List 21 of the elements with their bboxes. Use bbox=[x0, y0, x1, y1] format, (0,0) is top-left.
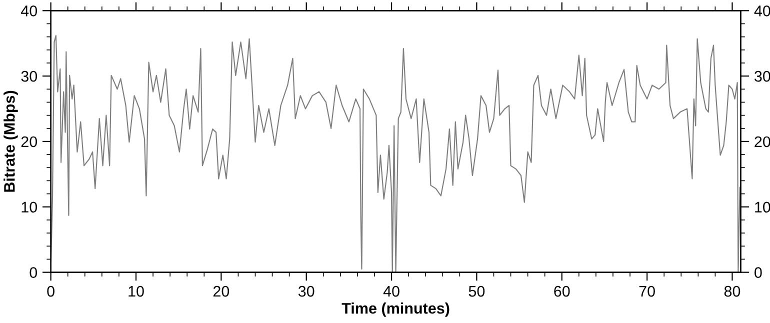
x-tick-label: 60 bbox=[554, 286, 570, 297]
y2-tick-label: 30 bbox=[754, 70, 770, 82]
y2-tick-label: 20 bbox=[754, 136, 770, 148]
x-axis-title: Time (minutes) bbox=[342, 302, 450, 317]
x-tick-label: 80 bbox=[724, 286, 740, 297]
y-tick-label: 40 bbox=[20, 6, 38, 16]
y-tick-label: 0 bbox=[30, 267, 38, 278]
y-tick-label: 10 bbox=[22, 202, 38, 213]
x-tick-label: 70 bbox=[639, 286, 655, 297]
x-tick-label: 0 bbox=[47, 286, 54, 297]
y-tick-label: 30 bbox=[21, 70, 38, 82]
x-tick-label: 40 bbox=[383, 286, 400, 297]
x-tick-label: 50 bbox=[468, 286, 485, 297]
y-tick-label: 20 bbox=[21, 136, 38, 148]
y2-tick-label: 10 bbox=[755, 202, 770, 213]
x-tick-label: 30 bbox=[298, 286, 314, 297]
x-tick-label: 10 bbox=[128, 286, 144, 297]
y-axis-title: Bitrate (Mbps) bbox=[4, 90, 18, 192]
y2-tick-label: 0 bbox=[754, 267, 762, 278]
y2-tick-label: 40 bbox=[754, 6, 770, 16]
x-tick-label: 20 bbox=[213, 286, 230, 297]
